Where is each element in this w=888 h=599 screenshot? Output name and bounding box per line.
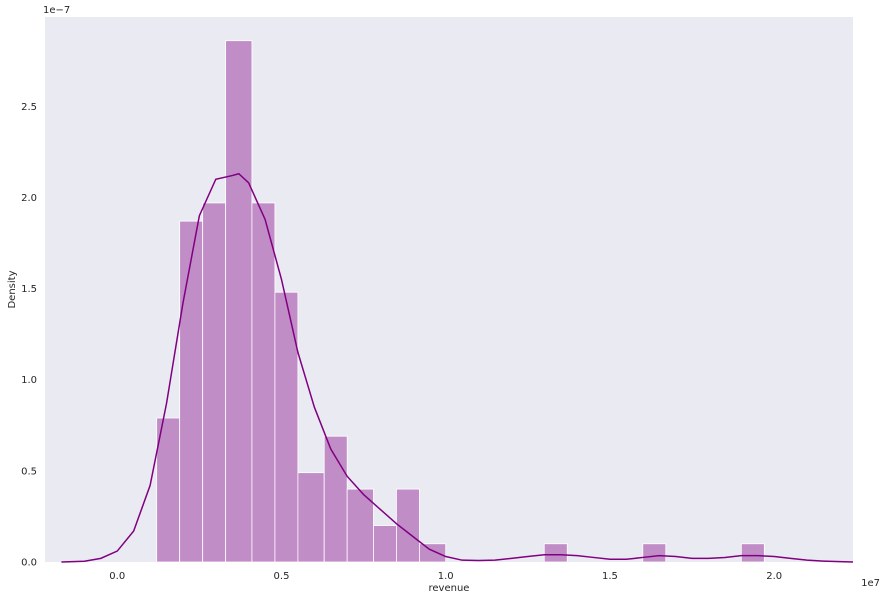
histogram-bar-11 [419,543,447,563]
histogram-bar-2 [202,202,227,563]
histogram-bar-5 [274,291,299,563]
histogram-bar-4 [251,202,276,563]
y-tick-label: 0.5 [21,466,37,477]
y-tick-label: 2.0 [21,193,37,204]
y-axis-label: Density [7,270,18,308]
kde-density-line [61,172,854,563]
histogram-bar-7 [323,435,348,563]
y-axis-offset-text: 1e−7 [43,5,70,16]
histogram-bar-17 [740,543,765,563]
y-tick-label: 1.0 [21,375,37,386]
histogram-bar-3 [225,40,253,563]
x-axis-label: revenue [429,583,470,594]
y-tick-label: 0.0 [21,558,37,569]
x-tick-label: 0.5 [274,571,290,582]
histogram-bar-0 [156,417,181,563]
y-tick-label: 2.5 [21,102,37,113]
histogram-bar-1 [179,220,204,563]
histogram-bar-13 [543,543,568,563]
x-tick-label: 1.0 [438,571,454,582]
x-tick-label: 1.5 [602,571,618,582]
histogram-bars [156,40,765,563]
y-tick-label: 1.5 [21,284,37,295]
histogram-bar-10 [396,488,420,563]
histogram-bar-6 [297,472,325,563]
histogram-bar-15 [642,543,667,563]
x-axis-ticks: 0.0 0.5 1.0 1.5 2.0 [109,571,782,582]
histogram-bar-8 [346,488,374,563]
x-axis-offset-text: 1e7 [861,578,880,589]
x-tick-label: 0.0 [109,571,125,582]
histogram-bar-9 [373,525,397,563]
y-axis-ticks: 0.0 0.5 1.0 1.5 2.0 2.5 [21,102,37,569]
x-tick-label: 2.0 [766,571,782,582]
